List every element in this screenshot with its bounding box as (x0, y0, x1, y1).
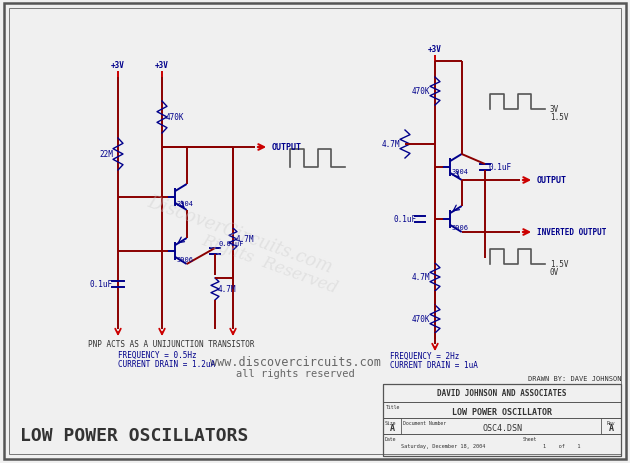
Bar (383, 418, 621, 434)
Text: 22M: 22M (99, 150, 113, 159)
Text: 470K: 470K (411, 88, 430, 96)
Text: Sheet: Sheet (523, 436, 537, 441)
Text: DiscoverCircuits.com: DiscoverCircuits.com (145, 193, 335, 276)
Bar (383, 434, 621, 456)
Text: CURRENT DRAIN = 1.2uA: CURRENT DRAIN = 1.2uA (118, 359, 215, 368)
Text: Date: Date (385, 436, 396, 441)
Text: 0.1uF: 0.1uF (488, 163, 511, 172)
Text: 3904: 3904 (177, 200, 194, 206)
Text: A: A (609, 424, 614, 432)
Text: 4.7M: 4.7M (218, 285, 236, 294)
Text: OUTPUT: OUTPUT (272, 143, 302, 152)
Bar (601, 418, 621, 434)
Text: 0.01uF: 0.01uF (218, 240, 244, 246)
Text: LOW POWER OSCILLATORS: LOW POWER OSCILLATORS (20, 426, 248, 444)
Text: 4.7M: 4.7M (236, 235, 255, 244)
Text: CURRENT DRAIN = 1uA: CURRENT DRAIN = 1uA (390, 360, 478, 369)
Text: 3906: 3906 (177, 257, 194, 263)
Text: DRAWN BY: DAVE JOHNSON: DRAWN BY: DAVE JOHNSON (527, 375, 621, 381)
Text: +3V: +3V (428, 45, 442, 54)
Text: 470K: 470K (166, 113, 185, 122)
Text: LOW POWER OSCILLATOR: LOW POWER OSCILLATOR (452, 407, 552, 417)
Bar (383, 418, 401, 434)
Bar (383, 384, 621, 456)
Text: Title: Title (386, 404, 401, 409)
Text: 4.7M: 4.7M (382, 140, 400, 149)
Text: PNP ACTS AS A UNIJUNCTION TRANSISTOR: PNP ACTS AS A UNIJUNCTION TRANSISTOR (88, 339, 255, 348)
Text: Saturday, December 18, 2004: Saturday, December 18, 2004 (401, 444, 485, 449)
Text: DAVID JOHNSON AND ASSOCIATES: DAVID JOHNSON AND ASSOCIATES (437, 388, 567, 398)
Bar (383, 402, 621, 418)
Text: Rev: Rev (607, 420, 616, 425)
Text: OUTPUT: OUTPUT (537, 176, 567, 185)
Text: OSC4.DSN: OSC4.DSN (482, 424, 522, 432)
Text: +3V: +3V (111, 61, 125, 70)
Text: Size: Size (385, 420, 396, 425)
Text: Document Number: Document Number (403, 420, 446, 425)
Text: INVERTED OUTPUT: INVERTED OUTPUT (537, 228, 606, 237)
Text: 3V: 3V (550, 105, 559, 114)
Bar (383, 384, 621, 402)
Text: 0.1uF: 0.1uF (90, 280, 113, 289)
Text: all rights reserved: all rights reserved (236, 368, 355, 378)
Text: 1    of    1: 1 of 1 (543, 444, 580, 449)
Text: 1.5V: 1.5V (550, 260, 568, 269)
Text: 3904: 3904 (452, 169, 469, 175)
Text: A: A (389, 424, 394, 432)
Text: 4.7M: 4.7M (411, 273, 430, 282)
Text: +3V: +3V (155, 61, 169, 70)
Text: www.discovercircuits.com: www.discovercircuits.com (210, 356, 381, 369)
Text: 3906: 3906 (452, 225, 469, 231)
Text: 0V: 0V (550, 268, 559, 277)
Text: 470K: 470K (411, 315, 430, 324)
Text: FREQUENCY = 2Hz: FREQUENCY = 2Hz (390, 351, 459, 360)
Text: Rights  Reserved: Rights Reserved (200, 232, 340, 297)
Text: 1.5V: 1.5V (550, 113, 568, 122)
Text: 0.1uF: 0.1uF (394, 215, 417, 224)
Text: FREQUENCY = 0.5Hz: FREQUENCY = 0.5Hz (118, 350, 197, 359)
